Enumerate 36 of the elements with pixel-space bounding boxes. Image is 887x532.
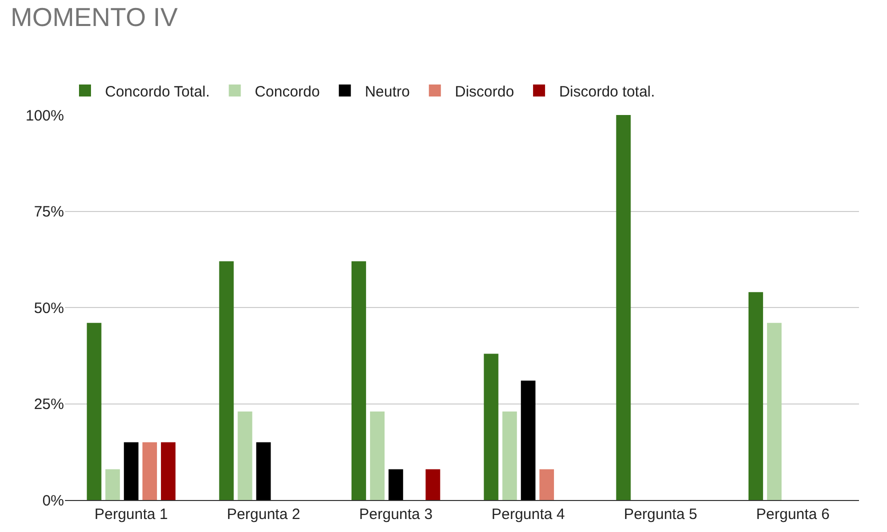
- y-tick-label: 25%: [34, 396, 64, 413]
- x-tick-label: Pergunta 2: [226, 506, 300, 523]
- bar: [539, 469, 554, 500]
- bar: [748, 292, 764, 500]
- x-tick-label: Pergunta 1: [94, 506, 168, 523]
- bar: [616, 115, 631, 500]
- y-tick-label: 100%: [26, 107, 64, 124]
- bar: [484, 354, 498, 500]
- bar: [520, 380, 536, 500]
- legend-label: Concordo: [254, 83, 320, 100]
- bar: [238, 411, 252, 500]
- x-tick-label: Pergunta 5: [624, 506, 698, 523]
- bar: [105, 469, 120, 500]
- x-tick-label: Pergunta 6: [756, 506, 830, 523]
- bar: [388, 469, 404, 500]
- bar: [86, 322, 102, 500]
- bar: [426, 469, 440, 500]
- bar: [767, 322, 782, 500]
- legend-label: Neutro: [364, 83, 410, 100]
- bar: [352, 261, 366, 500]
- chart-title: MOMENTO IV: [10, 2, 178, 32]
- bar: [256, 442, 271, 500]
- legend-label: Concordo Total.: [105, 83, 210, 100]
- bar: [219, 261, 234, 500]
- y-tick-label: 0%: [42, 492, 64, 510]
- bar: [124, 442, 138, 500]
- legend-label: Discordo: [454, 83, 514, 100]
- x-tick-label: Pergunta 3: [359, 506, 433, 523]
- y-tick-label: 50%: [34, 300, 64, 317]
- bar: [160, 442, 176, 500]
- legend-label: Discordo total.: [559, 83, 655, 100]
- bar: [142, 442, 157, 500]
- y-tick-label: 75%: [34, 204, 64, 220]
- x-tick-label: Pergunta 4: [491, 506, 565, 523]
- bar: [502, 411, 517, 500]
- bar: [370, 411, 385, 500]
